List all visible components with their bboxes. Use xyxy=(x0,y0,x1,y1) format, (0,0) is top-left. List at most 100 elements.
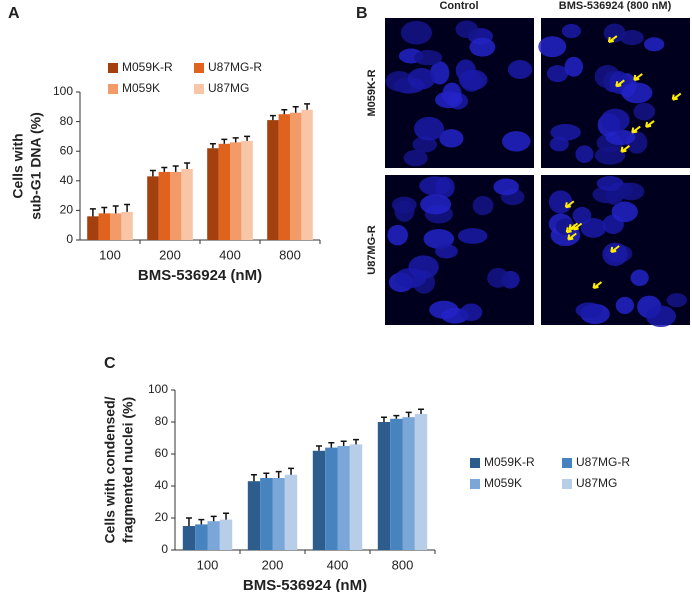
bar xyxy=(207,148,219,240)
nucleus xyxy=(572,206,592,225)
row-label: M059K-R xyxy=(366,69,378,116)
bar xyxy=(87,216,99,240)
nucleus xyxy=(549,136,569,152)
bar xyxy=(325,447,338,550)
error-bar xyxy=(292,106,299,113)
nucleus xyxy=(394,200,415,222)
nucleus xyxy=(596,175,624,191)
error-bar xyxy=(304,103,311,110)
panel-label: A xyxy=(8,5,20,22)
x-tick-label: 800 xyxy=(279,247,301,262)
bar xyxy=(110,213,122,240)
nucleus xyxy=(472,195,494,216)
bar xyxy=(230,142,242,240)
nucleus xyxy=(435,244,458,259)
x-tick-label: 200 xyxy=(159,247,181,262)
bar xyxy=(349,444,363,550)
error-bar xyxy=(269,114,276,121)
nucleus xyxy=(400,20,433,45)
error-bar xyxy=(288,467,295,475)
nucleus xyxy=(621,82,653,104)
nucleus xyxy=(502,131,531,152)
bar xyxy=(301,109,313,240)
nucleus xyxy=(538,36,567,58)
nucleus xyxy=(435,91,463,109)
legend-swatch xyxy=(470,458,480,468)
error-bar xyxy=(380,416,387,422)
nucleus xyxy=(439,129,464,148)
y-tick-label: 20 xyxy=(155,510,169,524)
bar xyxy=(414,414,428,550)
y-tick-label: 40 xyxy=(155,478,169,492)
panel-label: C xyxy=(104,355,116,372)
nucleus xyxy=(611,201,638,223)
error-bar xyxy=(172,165,179,172)
error-bar xyxy=(198,518,205,525)
y-axis-title: Cells with xyxy=(10,133,26,198)
arrow xyxy=(671,92,682,101)
arrow xyxy=(607,35,618,44)
arrow xyxy=(633,73,643,81)
nucleus xyxy=(460,303,483,322)
bar xyxy=(290,112,302,240)
arrow xyxy=(568,222,579,231)
panel-label: B xyxy=(356,5,368,22)
error-bar xyxy=(244,135,251,141)
nucleus xyxy=(457,228,488,244)
nucleus xyxy=(387,224,408,246)
column-label: BMS-536924 (800 nM) xyxy=(559,0,672,12)
micrographs xyxy=(385,18,690,328)
error-bar xyxy=(281,109,288,115)
legend-swatch xyxy=(108,84,118,94)
error-bar xyxy=(149,169,156,177)
bar xyxy=(158,171,170,240)
x-axis-title: BMS-536924 (nM) xyxy=(243,577,367,592)
nucleus xyxy=(469,37,496,57)
nucleus xyxy=(413,116,444,141)
nucleus xyxy=(645,305,676,328)
nucleus xyxy=(420,194,452,215)
arrow xyxy=(620,144,631,153)
nucleus xyxy=(550,123,581,141)
bar xyxy=(147,176,159,240)
legend-label: M059K-R xyxy=(122,60,173,74)
y-tick-label: 80 xyxy=(60,114,74,128)
legend-label: M059K xyxy=(484,476,522,490)
error-bar xyxy=(223,512,230,520)
error-bar xyxy=(124,203,131,212)
nucleus xyxy=(546,65,569,83)
arrow xyxy=(615,79,625,88)
nucleus xyxy=(394,267,427,289)
nucleus xyxy=(633,102,656,121)
bar xyxy=(267,120,279,240)
y-tick-label: 80 xyxy=(155,414,169,428)
legend-swatch xyxy=(194,63,204,73)
legend-label: U87MG-R xyxy=(208,60,262,74)
error-bar xyxy=(185,517,192,526)
y-axis-title: Cells with condensed/ xyxy=(102,396,118,543)
nucleus xyxy=(630,269,649,286)
legend-swatch xyxy=(562,458,572,468)
bar xyxy=(98,213,110,240)
arrow xyxy=(564,200,575,209)
nucleus xyxy=(548,190,573,214)
bar xyxy=(337,446,350,550)
arrow xyxy=(610,245,620,253)
nucleus xyxy=(493,178,519,196)
nucleus xyxy=(666,293,687,308)
error-bar xyxy=(418,408,425,414)
arrow xyxy=(645,120,655,128)
error-bar xyxy=(393,414,400,419)
nucleus xyxy=(403,149,428,167)
error-bar xyxy=(161,166,168,172)
arrow xyxy=(592,281,603,290)
error-bar xyxy=(232,137,239,143)
y-tick-label: 20 xyxy=(60,203,74,217)
y-tick-label: 60 xyxy=(60,143,74,157)
legend-label: U87MG xyxy=(576,476,617,490)
nucleus xyxy=(602,242,628,267)
legend-label: U87MG-R xyxy=(576,455,630,469)
error-bar xyxy=(328,442,335,448)
x-tick-label: 100 xyxy=(99,247,121,262)
